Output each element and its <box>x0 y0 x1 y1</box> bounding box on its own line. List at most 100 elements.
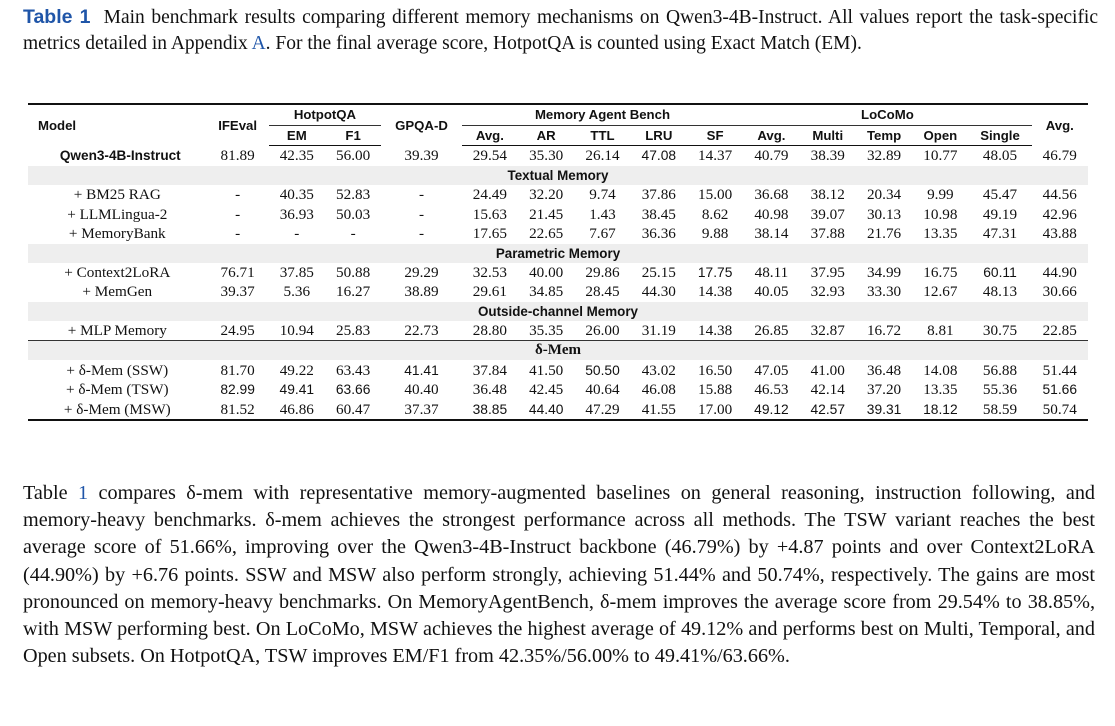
score-cell: 26.85 <box>754 322 789 340</box>
score-cell: 44.40 <box>518 399 575 422</box>
score-cell: - <box>418 205 425 223</box>
score-cell: 63.66 <box>335 382 371 398</box>
section-title: Outside-channel Memory <box>28 301 1088 321</box>
score-cell: 15.63 <box>472 205 507 223</box>
table-row: Qwen3-4B-Instruct 81.89 42.35 56.00 39.39 29.… <box>28 146 1088 166</box>
score-cell: 81.70 <box>220 361 255 379</box>
model-name: + MemGen <box>82 283 153 301</box>
score-cell: 7.67 <box>589 225 616 243</box>
body-text-rest: compares δ-mem with representative memor… <box>23 482 1096 668</box>
score-cell: 18.12 <box>912 399 969 422</box>
score-cell: 38.14 <box>754 225 789 243</box>
score-cell: 58.59 <box>968 399 1032 422</box>
score-cell: 49.12 <box>743 399 800 422</box>
score-cell: 45.47 <box>982 186 1018 204</box>
score-cell: 37.86 <box>641 186 676 204</box>
score-cell: 50.88 <box>336 263 371 281</box>
score-cell: 40.79 <box>754 147 789 165</box>
score-cell: 17.75 <box>697 264 733 280</box>
header-ifeval: IFEval <box>206 103 269 146</box>
score-cell: 50.03 <box>336 205 371 223</box>
subheader-cell: SF <box>686 125 744 147</box>
score-cell: 33.30 <box>866 283 902 301</box>
subheader-cell: Temp <box>855 125 913 147</box>
score-cell: 1.43 <box>589 205 616 223</box>
score-cell: 16.50 <box>698 361 733 379</box>
table-row: + δ-Mem (TSW) 82.99 49.41 63.66 40.40 36.48 42… <box>28 380 1088 400</box>
appendix-link[interactable]: A <box>251 33 266 54</box>
score-cell: 17.65 <box>472 225 507 243</box>
table-row: + LLMLingua-2 - 36.93 50.03 - 15.63 21.45 1.43 3… <box>28 204 1088 224</box>
score-cell: 38.45 <box>641 205 676 223</box>
score-cell: 32.53 <box>472 263 507 281</box>
score-cell: 43.02 <box>641 361 676 379</box>
score-cell: 39.39 <box>404 147 439 165</box>
score-cell: 21.76 <box>866 225 902 243</box>
section-row: Outside-channel Memory <box>28 301 1088 321</box>
score-cell: 41.50 <box>529 361 564 379</box>
score-cell: 46.86 <box>268 399 325 422</box>
score-cell: 49.22 <box>279 361 314 379</box>
score-cell: - <box>235 205 241 223</box>
score-cell: 14.38 <box>698 283 733 301</box>
table-row: + MemGen 39.37 5.36 16.27 38.89 29.61 34.85 28.… <box>28 282 1088 302</box>
header-hotpotqa: HotpotQA <box>268 102 382 126</box>
score-cell: 35.35 <box>529 322 564 340</box>
score-cell: 39.31 <box>855 399 913 422</box>
results-table: Model IFEval HotpotQA GPQA-D Memory Agen… <box>28 102 1088 422</box>
score-cell: 22.85 <box>1042 322 1077 340</box>
subheader-cell: Single <box>968 125 1032 147</box>
subheader-cell: F1 <box>324 125 382 147</box>
subheader-cell: TTL <box>574 125 631 147</box>
score-cell: 41.41 <box>404 362 439 378</box>
score-cell: 42.96 <box>1042 205 1077 223</box>
model-name: + Context2LoRA <box>64 263 171 281</box>
caption-text-2: . For the final average score, HotpotQA … <box>265 33 862 54</box>
subheader-cell: AR <box>518 125 575 147</box>
score-cell: 26.14 <box>585 147 620 165</box>
score-cell: 37.37 <box>381 399 462 422</box>
score-cell: 14.38 <box>698 322 733 340</box>
score-cell: 9.88 <box>701 225 729 243</box>
subheader-cell: LRU <box>630 125 687 147</box>
score-cell: 35.30 <box>529 147 564 165</box>
score-cell: 29.61 <box>472 283 507 301</box>
score-cell: 40.35 <box>279 186 314 204</box>
section-title: δ-Mem <box>28 340 1088 361</box>
score-cell: 51.44 <box>1042 361 1077 379</box>
score-cell: 60.47 <box>324 399 382 422</box>
score-cell: 10.77 <box>923 147 958 165</box>
subheader-cell: Open <box>912 125 969 147</box>
score-cell: 8.62 <box>701 205 729 223</box>
score-cell: 8.81 <box>927 322 954 340</box>
score-cell: - <box>235 225 241 243</box>
score-cell: 76.71 <box>220 263 255 281</box>
score-cell: 44.90 <box>1042 263 1077 281</box>
score-cell: 30.75 <box>982 322 1018 340</box>
score-cell: 51.66 <box>1042 382 1078 398</box>
score-cell: 48.13 <box>982 283 1018 301</box>
table-ref-link[interactable]: 1 <box>77 482 89 504</box>
score-cell: 56.00 <box>336 147 371 165</box>
score-cell: 14.37 <box>698 147 733 165</box>
score-cell: 21.45 <box>529 205 564 223</box>
score-cell: 29.29 <box>404 263 439 281</box>
model-name: + BM25 RAG <box>73 186 161 204</box>
score-cell: 44.30 <box>641 283 676 301</box>
score-cell: 26.00 <box>585 322 620 340</box>
score-cell: 41.00 <box>810 361 845 379</box>
score-cell: 36.48 <box>472 381 507 399</box>
score-cell: 41.55 <box>630 399 687 422</box>
score-cell: 32.89 <box>866 147 902 165</box>
score-cell: 28.80 <box>472 322 507 340</box>
score-cell: 30.66 <box>1042 283 1077 301</box>
score-cell: 42.45 <box>529 381 564 399</box>
score-cell: 25.83 <box>336 322 371 340</box>
score-cell: 52.83 <box>336 186 371 204</box>
score-cell: 46.79 <box>1042 147 1077 165</box>
score-cell: 50.74 <box>1031 399 1088 422</box>
score-cell: 37.20 <box>866 381 902 399</box>
score-cell: 55.36 <box>982 381 1018 399</box>
score-cell: 43.88 <box>1042 225 1077 243</box>
score-cell: 9.74 <box>589 186 616 204</box>
